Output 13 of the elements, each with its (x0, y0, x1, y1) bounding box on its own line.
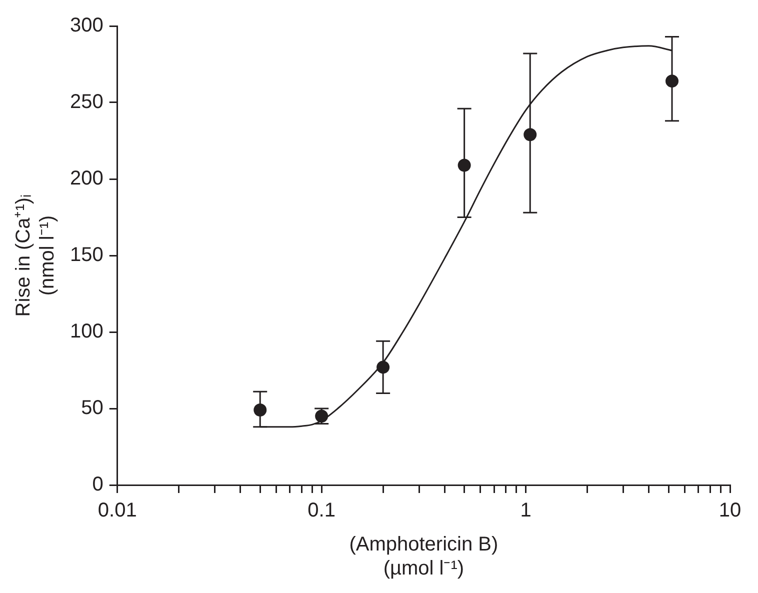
x-tick-label: 0.1 (308, 500, 336, 522)
y-tick-label: 0 (92, 474, 104, 496)
x-tick-label: 1 (520, 500, 532, 522)
x-axis-title: (Amphotericin B) (µmol l⁻¹) (349, 534, 498, 580)
y-tick-label: 100 (70, 320, 104, 343)
y-tick-label: 200 (70, 168, 104, 190)
y-tick-label: 300 (70, 14, 104, 37)
y-tick-label: 250 (70, 91, 104, 114)
x-tick-label: 10 (718, 500, 742, 522)
x-tick-label: 0.01 (98, 500, 137, 522)
y-tick-label: 150 (70, 244, 104, 266)
y-axis-title: Rise in (Ca⁺¹)ᵢ (nmol l⁻¹) (12, 194, 59, 317)
y-tick-label: 50 (81, 397, 104, 420)
